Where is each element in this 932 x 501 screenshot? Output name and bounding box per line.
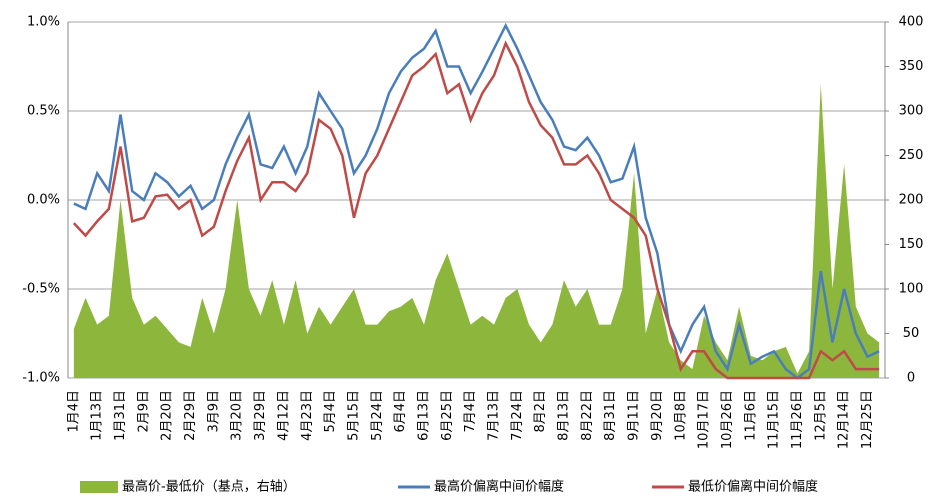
area bbox=[73, 84, 880, 379]
y-tick-label: -0.5% bbox=[22, 282, 60, 297]
x-tick-label: 7月13日 bbox=[487, 390, 502, 441]
x-tick-label: 1月4日 bbox=[66, 390, 81, 433]
x-tick-label: 1月31日 bbox=[113, 390, 128, 441]
y2-tick-label: 400 bbox=[899, 15, 924, 30]
x-tick-label: 6月25日 bbox=[440, 390, 455, 441]
x-tick-label: 8月31日 bbox=[603, 390, 618, 441]
x-tick-label: 12月14日 bbox=[837, 390, 852, 449]
x-tick-label: 10月17日 bbox=[697, 390, 712, 449]
line bbox=[73, 22, 880, 380]
line bbox=[72, 40, 880, 380]
y2-tick-label: 300 bbox=[899, 104, 924, 119]
x-tick-label: 3月20日 bbox=[230, 390, 245, 441]
x-tick-label: 9月11日 bbox=[627, 390, 642, 441]
x-tick-label: 8月22日 bbox=[580, 390, 595, 441]
x-tick-label: 7月24日 bbox=[510, 390, 525, 441]
legend-label: 最低价偏离中间价幅度 bbox=[688, 479, 818, 495]
y2-tick-label: 200 bbox=[899, 193, 924, 208]
y2-tick-label: 250 bbox=[899, 148, 924, 163]
x-tick-label: 6月13日 bbox=[416, 390, 431, 441]
y-tick-label: 1.0% bbox=[27, 15, 60, 30]
x-tick-label: 11月15日 bbox=[767, 390, 782, 449]
x-tick-label: 10月26日 bbox=[720, 390, 735, 449]
x-tick-label: 1月13日 bbox=[90, 390, 105, 441]
x-tick-label: 10月8日 bbox=[673, 390, 688, 441]
x-tick-label: 2月20日 bbox=[160, 390, 175, 441]
x-tick-label: 12月25日 bbox=[860, 390, 875, 449]
legend-swatch bbox=[80, 481, 118, 493]
x-tick-label: 2月9日 bbox=[136, 390, 151, 433]
x-tick-label: 8月13日 bbox=[557, 390, 572, 441]
x-tick-label: 5月4日 bbox=[323, 390, 338, 433]
y2-tick-label: 100 bbox=[899, 282, 924, 297]
y2-tick-label: 0 bbox=[907, 371, 915, 386]
x-tick-label: 11月26日 bbox=[790, 390, 805, 449]
x-tick-label: 3月9日 bbox=[206, 390, 221, 433]
y2-tick-label: 350 bbox=[899, 59, 924, 74]
y2-tick-label: 50 bbox=[903, 326, 920, 341]
y-tick-label: -1.0% bbox=[22, 371, 60, 386]
x-tick-label: 11月6日 bbox=[743, 390, 758, 441]
x-tick-label: 4月23日 bbox=[300, 390, 315, 441]
x-tick-label: 3月29日 bbox=[253, 390, 268, 441]
legend-label: 最高价-最低价（基点，右轴） bbox=[122, 479, 296, 495]
legend-label: 最高价偏离中间价幅度 bbox=[434, 479, 564, 495]
x-tick-label: 7月4日 bbox=[463, 390, 478, 433]
x-tick-label: 5月15日 bbox=[346, 390, 361, 441]
y-tick-label: 0.5% bbox=[27, 104, 60, 119]
x-tick-label: 6月4日 bbox=[393, 390, 408, 433]
x-tick-label: 9月20日 bbox=[650, 390, 665, 441]
x-tick-label: 5月24日 bbox=[370, 390, 385, 441]
x-tick-label: 8月2日 bbox=[533, 390, 548, 433]
x-tick-label: 12月5日 bbox=[813, 390, 828, 441]
x-tick-label: 2月29日 bbox=[183, 390, 198, 441]
y-tick-label: 0.0% bbox=[27, 193, 60, 208]
y2-tick-label: 150 bbox=[899, 237, 924, 252]
x-tick-label: 4月12日 bbox=[276, 390, 291, 441]
